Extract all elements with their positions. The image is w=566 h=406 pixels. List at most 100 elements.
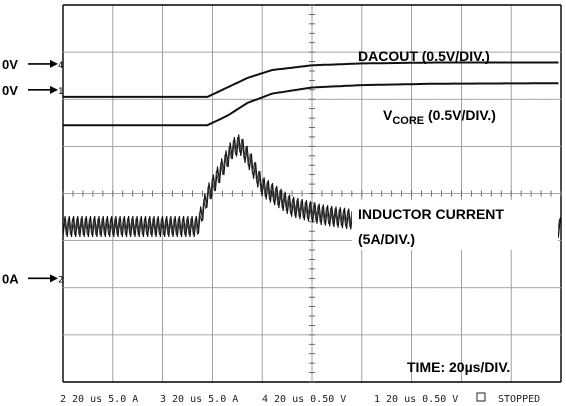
grid-dot (62, 98, 64, 100)
grid-dot (231, 193, 233, 194)
grid-dot (431, 145, 433, 147)
grid-dot (391, 51, 393, 53)
grid-dot (381, 145, 383, 147)
grid-dot (62, 193, 64, 194)
grid-dot (132, 287, 134, 289)
grid-dot (311, 51, 313, 53)
grid-dot (331, 287, 333, 289)
grid-dot (122, 240, 124, 242)
grid-dot (301, 287, 303, 289)
grid-dot (132, 193, 134, 194)
grid-dot (211, 240, 213, 242)
grid-dot (450, 193, 452, 194)
grid-dot (490, 51, 492, 53)
grid-dot (311, 98, 313, 100)
grid-dot (162, 193, 164, 194)
grid-dot (72, 334, 74, 336)
grid-dot (82, 334, 84, 336)
grid-dot (122, 287, 124, 289)
grid-dot (510, 193, 512, 194)
grid-dot (341, 145, 343, 147)
inductor-label-backing (352, 200, 558, 250)
grid-dot (201, 145, 203, 147)
grid-dot (540, 145, 542, 147)
grid-dot (241, 98, 243, 100)
grid-dot (440, 287, 442, 289)
grid-dot (510, 145, 512, 147)
grid-dot (102, 145, 104, 147)
grid-dot (550, 145, 552, 147)
grid-dot (431, 334, 433, 336)
footer-ch2: 2 20 us 5.0 A (60, 394, 138, 405)
grid-dot (221, 287, 223, 289)
grid-dot (530, 51, 532, 53)
grid-dot (371, 287, 373, 289)
grid-dot (162, 334, 164, 336)
grid-dot (530, 334, 532, 336)
grid-dot (172, 287, 174, 289)
grid-dot (271, 334, 273, 336)
grid-dot (191, 240, 193, 242)
grid-dot (460, 334, 462, 336)
grid-dot (172, 51, 174, 53)
footer-ch1: 1 20 us 0.50 V (374, 394, 458, 405)
grid-dot (331, 98, 333, 100)
time-label: TIME: 20µs/DIV. (407, 359, 510, 375)
grid-dot (191, 193, 193, 194)
grid-dot (162, 51, 164, 53)
grid-dot (331, 51, 333, 53)
grid-dot (182, 334, 184, 336)
grid-dot (520, 287, 522, 289)
grid-dot (172, 193, 174, 194)
inductor-scale-label: (5A/DIV.) (358, 231, 415, 247)
grid-dot (291, 240, 293, 242)
grid-dot (201, 193, 203, 194)
grid-dot (291, 98, 293, 100)
marker-label: 0V (2, 57, 18, 72)
grid-dot (470, 287, 472, 289)
grid-dot (241, 51, 243, 53)
grid-dot (341, 334, 343, 336)
grid-dot (550, 51, 552, 53)
grid-dot (191, 98, 193, 100)
grid-dot (271, 51, 273, 53)
grid-dot (520, 145, 522, 147)
grid-dot (341, 240, 343, 242)
grid-dot (112, 51, 114, 53)
grid-dot (321, 145, 323, 147)
grid-dot (172, 334, 174, 336)
grid-dot (132, 51, 134, 53)
grid-dot (540, 51, 542, 53)
grid-dot (62, 287, 64, 289)
grid-dot (341, 287, 343, 289)
grid-dot (431, 287, 433, 289)
grid-dot (560, 98, 562, 100)
grid-dot (371, 145, 373, 147)
grid-dot (470, 334, 472, 336)
footer-ch3: 3 20 us 5.0 A (160, 394, 238, 405)
grid-dot (172, 98, 174, 100)
grid-dot (231, 287, 233, 289)
grid-dot (251, 51, 253, 53)
grid-dot (132, 334, 134, 336)
grid-dot (241, 287, 243, 289)
grid-dot (62, 51, 64, 53)
grid-dot (361, 145, 363, 147)
grid-dot (122, 98, 124, 100)
dacout-label: DACOUT (0.5V/DIV.) (358, 48, 490, 64)
grid-dot (480, 193, 482, 194)
grid-dot (510, 334, 512, 336)
grid-dot (132, 240, 134, 242)
grid-dot (301, 240, 303, 242)
grid-dot (530, 287, 532, 289)
grid-dot (142, 334, 144, 336)
grid-dot (311, 334, 313, 336)
grid-dot (62, 240, 64, 242)
grid-dot (281, 334, 283, 336)
grid-dot (92, 145, 94, 147)
grid-dot (510, 51, 512, 53)
grid-dot (112, 145, 114, 147)
grid-dot (401, 193, 403, 194)
grid-dot (450, 51, 452, 53)
grid-dot (281, 98, 283, 100)
